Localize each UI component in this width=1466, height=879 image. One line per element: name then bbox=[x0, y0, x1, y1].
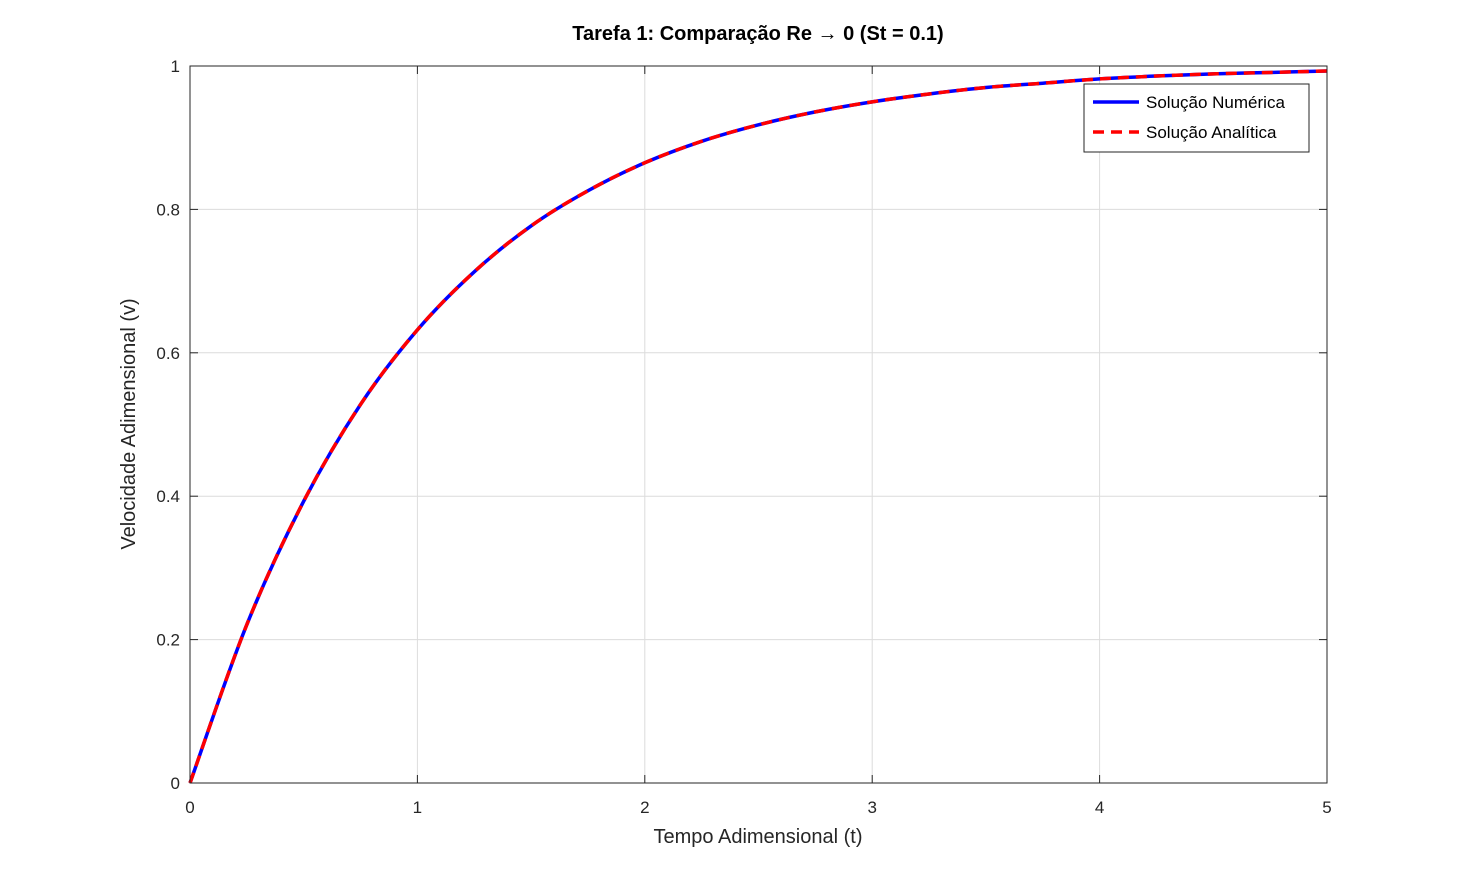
axis-ticks: 0 1 2 3 4 5 0 0.2 0.4 0.6 0.8 1 bbox=[156, 57, 1331, 817]
legend-box bbox=[1083, 83, 1310, 153]
y-tick-label: 0.4 bbox=[156, 487, 180, 506]
y-tick-label: 0 bbox=[171, 774, 180, 793]
x-tick-label: 0 bbox=[185, 798, 194, 817]
x-tick-label: 5 bbox=[1322, 798, 1331, 817]
x-tick-label: 1 bbox=[413, 798, 422, 817]
x-tick-label: 4 bbox=[1095, 798, 1104, 817]
y-tick-label: 1 bbox=[171, 57, 180, 76]
chart-title: Tarefa 1: Comparação Re → 0 (St = 0.1) bbox=[572, 23, 943, 45]
legend-label-numerica: Solução Numérica bbox=[1146, 93, 1285, 112]
grid-lines bbox=[190, 66, 1327, 783]
series-line-analitica bbox=[188, 69, 1328, 784]
plot-area bbox=[190, 66, 1327, 783]
y-tick-label: 0.8 bbox=[156, 200, 180, 219]
y-tick-label: 0.2 bbox=[156, 631, 180, 650]
legend: Solução Numérica Solução Analítica bbox=[1083, 83, 1310, 153]
x-axis-label: Tempo Adimensional (t) bbox=[654, 826, 863, 848]
legend-label-analitica: Solução Analítica bbox=[1146, 123, 1277, 142]
y-tick-label: 0.6 bbox=[156, 344, 180, 363]
x-tick-label: 3 bbox=[867, 798, 876, 817]
plot-frame bbox=[189, 65, 1328, 784]
x-tick-label: 2 bbox=[640, 798, 649, 817]
series-lines bbox=[188, 69, 1328, 784]
y-axis-label: Velocidade Adimensional (v) bbox=[118, 298, 140, 549]
